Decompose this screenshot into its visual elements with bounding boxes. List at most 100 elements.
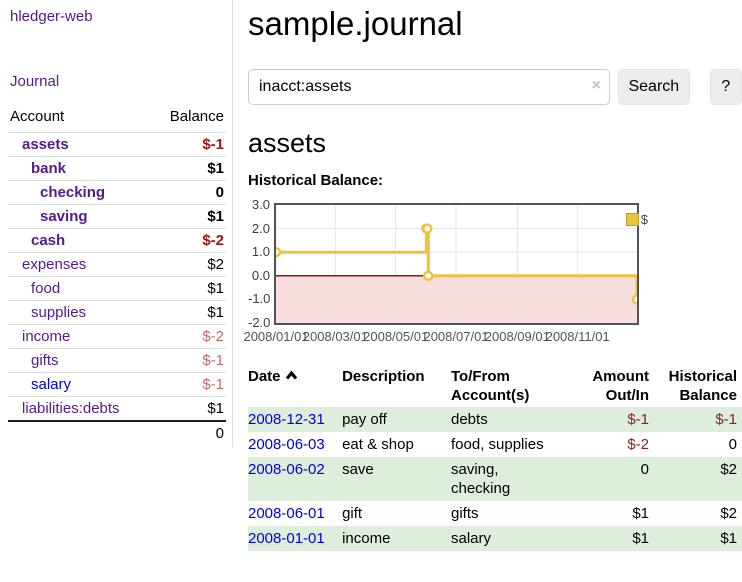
account-balance: $1: [151, 276, 226, 301]
sidebar-item-journal[interactable]: Journal: [10, 73, 60, 90]
transaction-accounts: saving, checking: [451, 457, 560, 501]
account-link-food[interactable]: food: [31, 280, 61, 297]
account-link-assets[interactable]: assets: [22, 136, 69, 153]
transaction-description: pay off: [342, 407, 451, 432]
chart-title: Historical Balance:: [248, 172, 384, 189]
legend-swatch-icon: [625, 213, 639, 226]
account-row: income $-2: [8, 324, 226, 349]
accounts-header-account: Account: [8, 104, 152, 133]
transaction-description: gift: [342, 505, 363, 522]
account-row: food $1: [8, 276, 226, 301]
account-row: bank $1: [8, 156, 226, 181]
account-row: salary $-1: [8, 372, 226, 397]
transaction-row: 2008-06-01 gift gifts $1 $2: [248, 501, 742, 526]
account-balance: $1: [151, 204, 226, 229]
account-link-liabilities-debts[interactable]: liabilities:debts: [22, 399, 120, 417]
header-amount: Amount Out/In: [592, 368, 649, 404]
account-row: assets $-1: [8, 132, 226, 157]
account-link-supplies[interactable]: supplies: [31, 304, 87, 321]
main-content: sample.journal × Search ? assets Histori…: [243, 0, 742, 551]
x-axis-tick-label: 2008/07/01: [423, 329, 489, 344]
header-date[interactable]: Date: [248, 365, 342, 407]
account-row: supplies $1: [8, 300, 226, 325]
account-link-checking[interactable]: checking: [40, 184, 106, 201]
x-axis-tick-label: 2008/03/01: [302, 329, 368, 344]
transactions-header-row: Date Description To/From Account(s) Amou…: [248, 365, 742, 407]
y-axis-tick-label: 2.0: [251, 220, 270, 236]
account-balance: $-2: [151, 324, 226, 349]
help-button[interactable]: ?: [709, 69, 742, 105]
account-link-salary[interactable]: salary: [31, 376, 72, 393]
transaction-amount: 0: [559, 457, 649, 501]
transaction-accounts: gifts: [451, 505, 479, 522]
brand-link[interactable]: hledger-web: [10, 8, 93, 25]
x-axis-tick-label: 2008/05/01: [363, 329, 429, 344]
transaction-row: 2008-06-02 save saving, checking 0 $2: [248, 457, 742, 501]
y-axis-tick-label: 0.0: [251, 267, 270, 283]
transaction-balance: $2: [720, 505, 737, 522]
y-axis-tick-label: -2.0: [248, 315, 271, 330]
accounts-header-row: Account Balance: [8, 104, 226, 133]
account-row: cash $-2: [8, 228, 226, 253]
transaction-accounts: debts: [451, 407, 560, 432]
header-description: Description: [342, 368, 425, 385]
chart-canvas: [276, 205, 637, 323]
search-button[interactable]: Search: [618, 69, 690, 105]
x-axis-tick-label: 2008/01/01: [243, 329, 309, 344]
account-balance: $1: [151, 300, 226, 325]
account-link-expenses[interactable]: expenses: [22, 256, 87, 273]
page-title: sample.journal: [248, 5, 463, 42]
accounts-total-row: 0: [8, 419, 226, 445]
account-balance: $-1: [151, 372, 226, 397]
account-balance: $-1: [151, 348, 226, 373]
chart-plot-area: [274, 203, 639, 325]
account-link-bank[interactable]: bank: [31, 160, 67, 177]
chart-legend: $: [625, 212, 648, 227]
transaction-description: save: [342, 457, 451, 501]
transaction-date-link[interactable]: 2008-06-01: [248, 505, 325, 522]
account-balance: $-1: [151, 132, 226, 157]
transaction-date-link[interactable]: 2008-06-03: [248, 436, 325, 453]
header-accounts: To/From Account(s): [451, 368, 530, 404]
account-heading: assets: [248, 128, 327, 158]
account-balance: $1: [151, 156, 226, 181]
y-axis-tick-label: -1.0: [248, 291, 271, 307]
header-balance: Historical Balance: [668, 368, 737, 404]
sidebar: hledger-web Journal Account Balance asse…: [0, 0, 233, 447]
transaction-date-link[interactable]: 2008-01-01: [248, 530, 325, 547]
search-input[interactable]: [248, 69, 610, 105]
historical-balance-chart: $ 3.0 2.0 1.0 0.0 -1.0 -2.0 2008/01/01 2008/03/…: [243, 198, 668, 349]
transactions-table: Date Description To/From Account(s) Amou…: [248, 365, 742, 551]
transaction-accounts: food, supplies: [451, 436, 544, 453]
account-row: saving $1: [8, 204, 226, 229]
transaction-amount: $1: [559, 526, 649, 551]
x-axis-tick-label: 2008/11/01: [545, 329, 610, 344]
account-balance: $1: [151, 396, 226, 421]
account-balance: $-2: [151, 228, 226, 253]
account-link-cash[interactable]: cash: [31, 232, 66, 249]
sort-ascending-icon: [285, 370, 297, 380]
transaction-row: 2008-06-03 eat & shop food, supplies $-2 0: [248, 432, 742, 457]
account-link-gifts[interactable]: gifts: [31, 352, 59, 369]
transaction-date-link[interactable]: 2008-12-31: [248, 411, 325, 428]
transaction-balance: $-1: [649, 407, 742, 432]
transaction-description: income: [342, 526, 451, 551]
transaction-amount: $1: [632, 505, 649, 522]
account-balance: 0: [151, 180, 226, 205]
search-input-wrap: ×: [248, 69, 610, 105]
clear-search-icon[interactable]: ×: [591, 77, 601, 94]
account-row: gifts $-1: [8, 348, 226, 373]
transaction-amount: $-1: [559, 407, 649, 432]
search-form: × Search ?: [248, 69, 742, 105]
transaction-row: 2008-12-31 pay off debts $-1 $-1: [248, 407, 742, 432]
account-row: liabilities:debts $1: [8, 396, 226, 421]
transaction-date-link[interactable]: 2008-06-02: [248, 461, 325, 478]
transaction-balance: 0: [728, 436, 737, 453]
transaction-accounts: salary: [451, 526, 560, 551]
account-row: expenses $2: [8, 252, 226, 277]
transaction-amount: $-2: [627, 436, 649, 453]
account-link-saving[interactable]: saving: [40, 208, 88, 225]
transaction-balance: $2: [649, 457, 742, 501]
y-axis-tick-label: 1.0: [251, 244, 270, 260]
account-link-income[interactable]: income: [22, 328, 71, 345]
